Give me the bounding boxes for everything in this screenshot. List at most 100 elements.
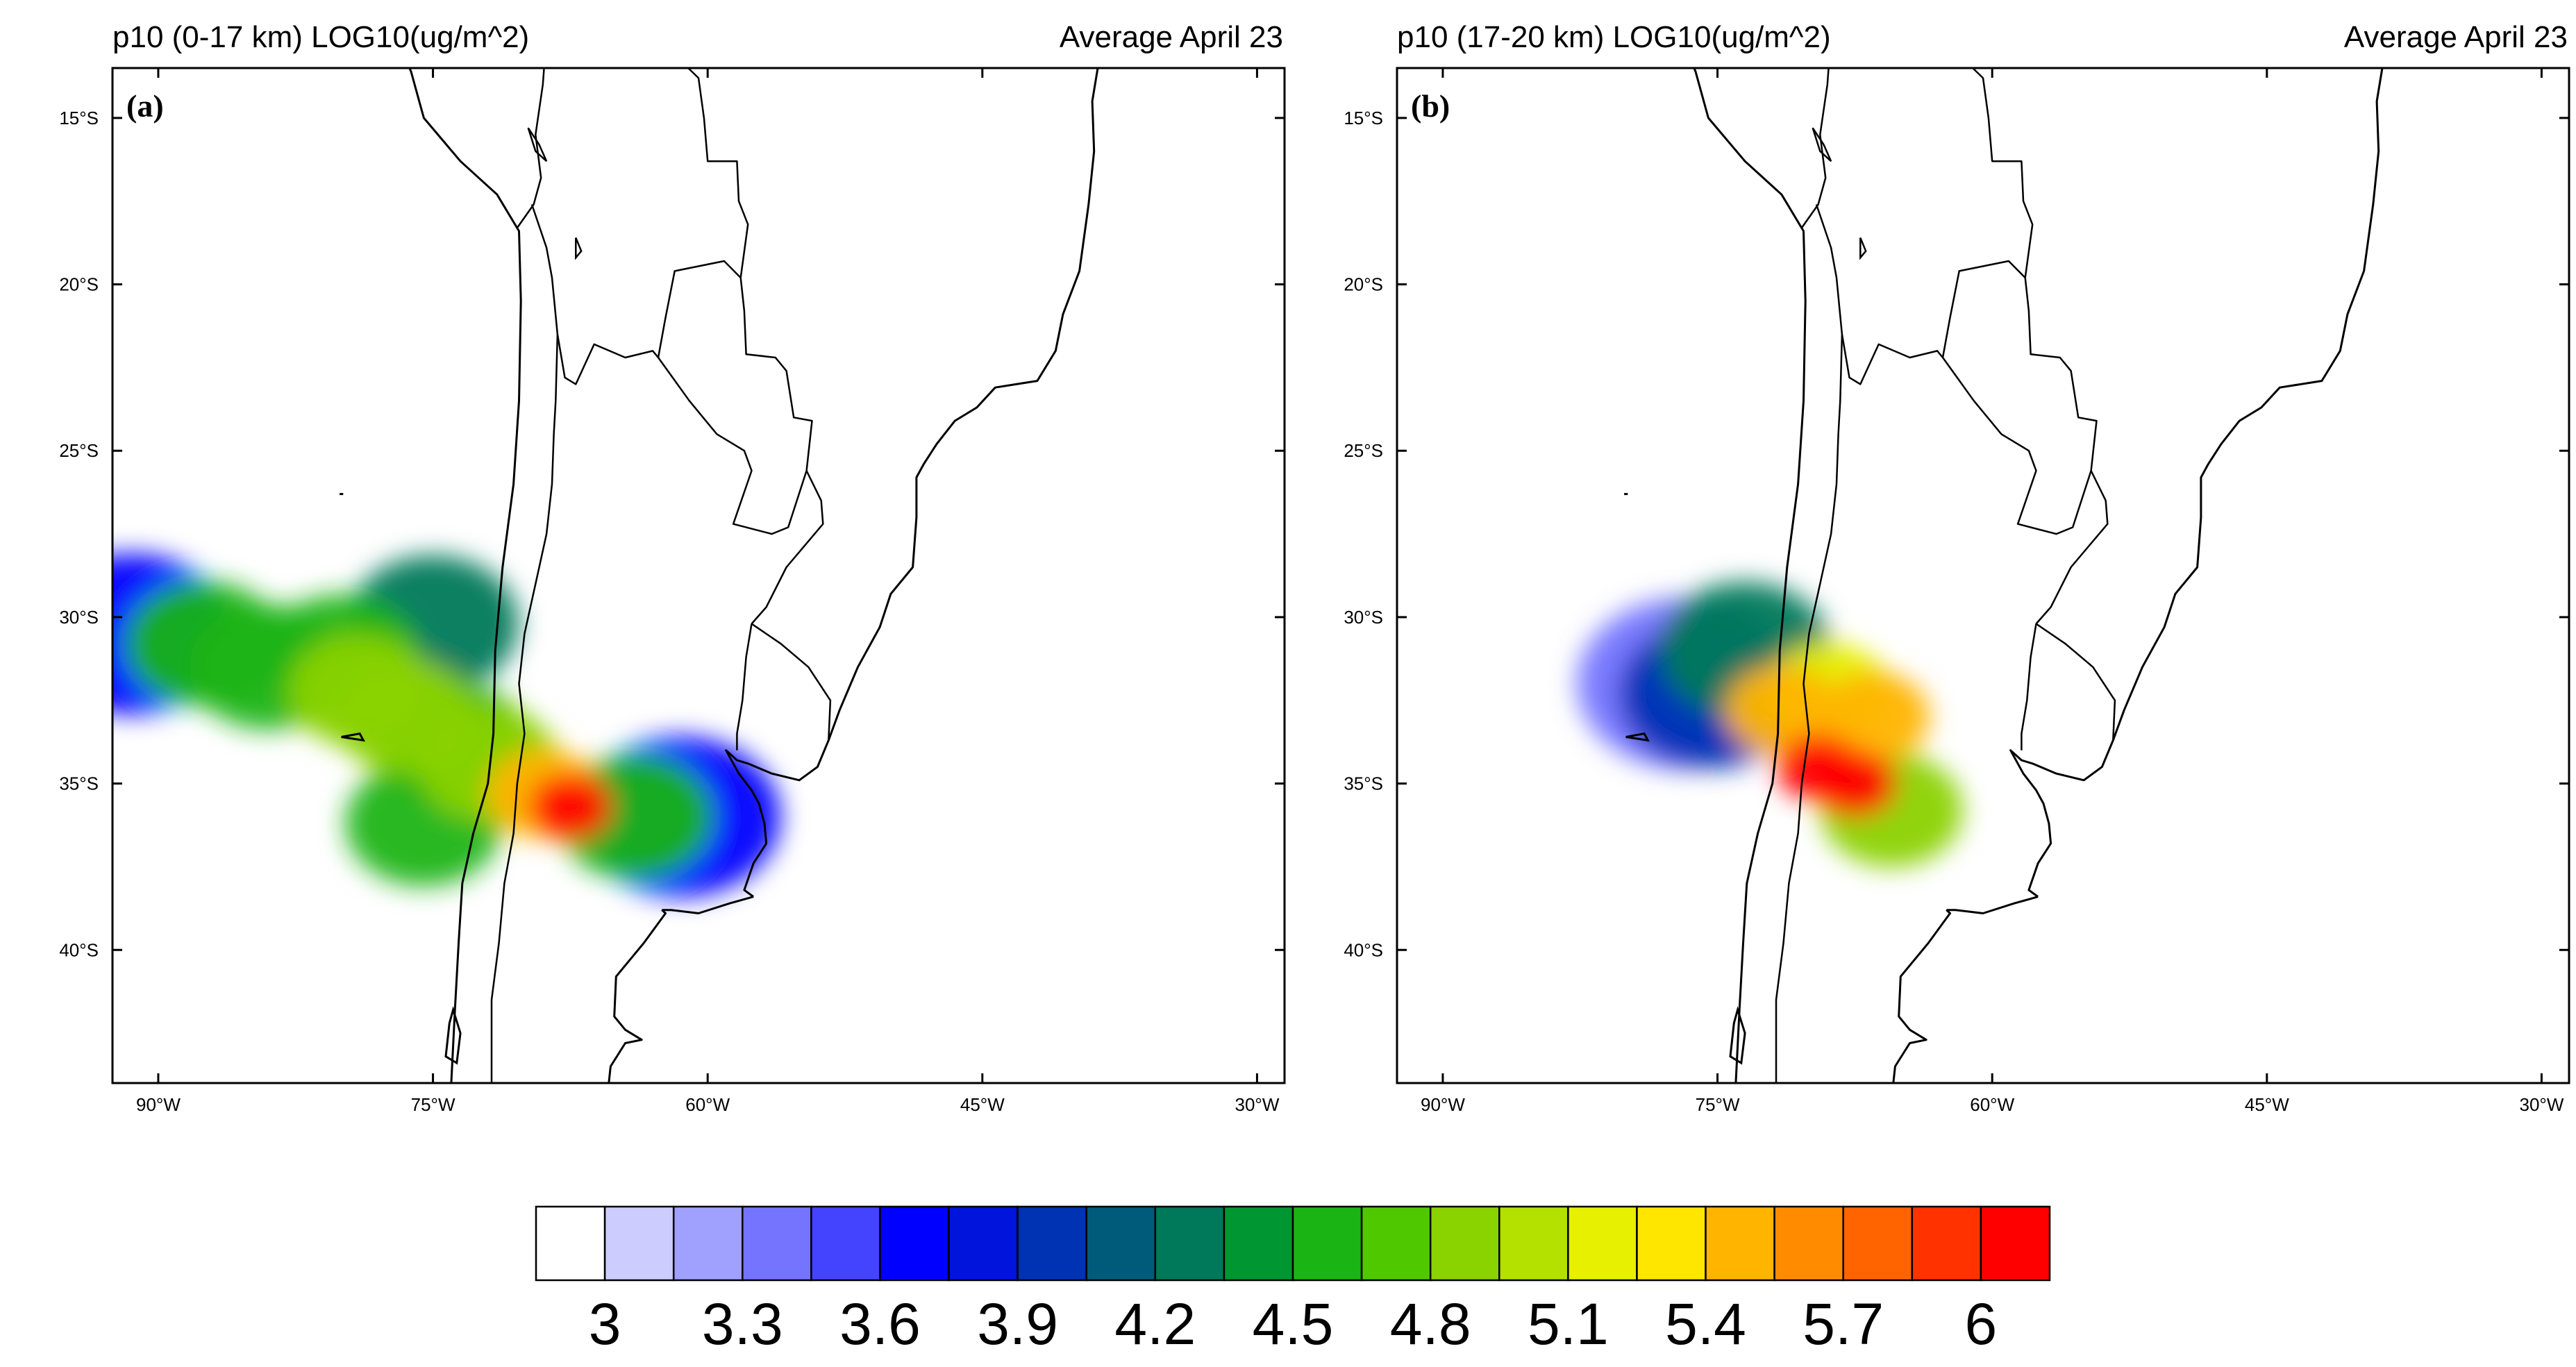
colorbar-label: 5.1	[1528, 1291, 1609, 1357]
colorbar-label: 4.2	[1114, 1291, 1196, 1357]
country-border	[657, 357, 808, 535]
plume-cell	[1812, 750, 1897, 817]
colorbar-label: 6	[1965, 1291, 1998, 1357]
panel-b-plume-field	[1577, 582, 1963, 867]
country-border	[751, 470, 824, 625]
lon-tick-label: 45°W	[960, 1094, 1005, 1115]
coastline	[662, 896, 754, 914]
country-border	[687, 68, 749, 278]
colorbar-swatch	[1636, 1205, 1707, 1282]
lon-tick-label: 90°W	[1421, 1094, 1465, 1115]
country-border	[2021, 623, 2037, 750]
panel-a-axes: 15°S 20°S 25°S 30°S 35°S 40°S 90°W 75°W 60°W 45°W…	[59, 68, 1285, 1115]
colorbar-swatch	[1705, 1205, 1775, 1282]
colorbar-swatch	[1360, 1205, 1432, 1282]
colorbar-label: 4.5	[1253, 1291, 1334, 1357]
panel-a-basemap	[340, 68, 1099, 1083]
country-border	[1971, 68, 2034, 278]
colorbar-swatch	[535, 1205, 606, 1282]
coastline	[1693, 68, 1807, 1083]
lon-tick-label: 30°W	[1235, 1094, 1280, 1115]
island-outline	[1625, 732, 1650, 742]
country-border	[490, 334, 559, 1083]
colorbar-swatch	[1498, 1205, 1569, 1282]
island-outline	[341, 732, 366, 742]
colorbar-swatch	[1154, 1205, 1226, 1282]
country-border	[2035, 470, 2109, 625]
colorbar-swatch	[1773, 1205, 1844, 1282]
colorbar-swatch	[672, 1205, 744, 1282]
lat-tick-label: 15°S	[1344, 108, 1383, 128]
colorbar-swatch	[1980, 1205, 2051, 1282]
island-outline	[444, 1006, 462, 1065]
country-border	[1815, 204, 1943, 385]
lat-tick-label: 15°S	[59, 108, 99, 128]
coastline	[1892, 909, 1951, 1083]
colorbar-swatch	[1429, 1205, 1500, 1282]
colorbar-swatch	[1567, 1205, 1638, 1282]
plume-cell	[1725, 664, 1839, 756]
colorbar-swatch	[948, 1205, 1019, 1282]
lat-tick-label: 25°S	[59, 440, 99, 461]
lon-tick-label: 60°W	[1970, 1094, 2014, 1115]
colorbar-swatch	[1223, 1205, 1294, 1282]
country-border	[1941, 260, 2026, 358]
panel-b-title-right: Average April 23	[2344, 20, 2568, 54]
coastline	[725, 68, 1099, 898]
country-border	[1800, 68, 1830, 228]
country-border	[516, 68, 545, 228]
colorbar-label: 3.9	[977, 1291, 1058, 1357]
lon-tick-label: 75°W	[1696, 1094, 1740, 1115]
country-border	[2024, 277, 2098, 471]
lon-tick-label: 75°W	[411, 1094, 455, 1115]
panel-b-frame	[1396, 67, 2570, 1084]
lon-tick-label: 45°W	[2245, 1094, 2289, 1115]
lat-tick-label: 35°S	[59, 773, 99, 794]
lat-tick-label: 30°S	[1344, 607, 1383, 628]
colorbar-swatch	[1911, 1205, 1982, 1282]
colorbar-swatch	[742, 1205, 812, 1282]
lon-tick-label: 90°W	[136, 1094, 181, 1115]
colorbar-swatch	[1085, 1205, 1157, 1282]
country-border	[2035, 623, 2116, 741]
country-border	[736, 623, 753, 750]
coastline	[2009, 68, 2384, 898]
lake-outline	[1812, 127, 1832, 162]
panel-b-title-left: p10 (17-20 km) LOG10(ug/m^2)	[1397, 20, 1831, 54]
panel-a-title-right: Average April 23	[1060, 20, 1283, 54]
colorbar-swatch	[603, 1205, 675, 1282]
lat-tick-label: 35°S	[1344, 773, 1383, 794]
coastline	[408, 68, 522, 1083]
coastline	[1946, 896, 2039, 914]
lat-tick-label: 25°S	[1344, 440, 1383, 461]
panel-b-label: (b)	[1411, 88, 1450, 124]
country-border	[1775, 334, 1843, 1083]
lat-tick-label: 40°S	[59, 939, 99, 960]
colorbar-swatch	[1017, 1205, 1087, 1282]
country-border	[751, 623, 832, 741]
lake-outline	[575, 237, 583, 260]
lake-outline	[1859, 237, 1867, 260]
colorbar: 3 3.3 3.6 3.9 4.2 4.5 4.8 5.1 5.4 5.7 6	[535, 1205, 2051, 1357]
colorbar-swatch	[879, 1205, 950, 1282]
colorbar-label: 3.6	[839, 1291, 921, 1357]
colorbar-swatch	[810, 1205, 881, 1282]
panel-a-label: (a)	[126, 88, 164, 124]
panel-a-plume-field	[112, 553, 781, 898]
island-outline	[1729, 1006, 1746, 1065]
coastline	[608, 909, 667, 1083]
colorbar-label: 5.4	[1665, 1291, 1746, 1357]
lat-tick-label: 30°S	[59, 607, 99, 628]
lake-outline	[527, 127, 548, 162]
plume-cell	[1816, 671, 1930, 762]
plume-cell	[528, 773, 612, 841]
panel-a-title-left: p10 (0-17 km) LOG10(ug/m^2)	[112, 20, 529, 54]
colorbar-swatch	[1842, 1205, 1914, 1282]
country-border	[657, 260, 742, 358]
lat-tick-label: 20°S	[59, 274, 99, 295]
colorbar-label: 5.7	[1803, 1291, 1884, 1357]
lon-tick-label: 60°W	[685, 1094, 730, 1115]
country-border	[739, 277, 813, 471]
